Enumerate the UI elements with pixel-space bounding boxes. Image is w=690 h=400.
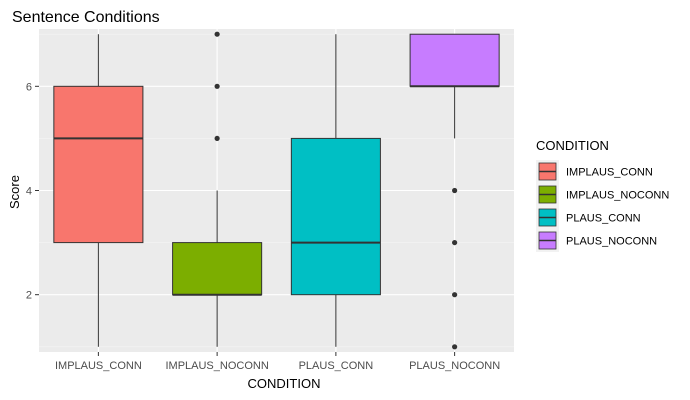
outlier-point	[452, 292, 458, 298]
legend-label: IMPLAUS_CONN	[566, 167, 653, 179]
x-tick-label: IMPLAUS_CONN	[55, 360, 142, 372]
boxes-layer	[53, 31, 500, 350]
legend-label: PLAUS_NOCONN	[566, 236, 657, 248]
outlier-point	[452, 239, 458, 246]
x-tick-label: PLAUS_NOCONN	[409, 360, 500, 372]
y-axis: 2 4 6	[26, 81, 39, 302]
outlier-point	[214, 31, 220, 37]
x-axis: IMPLAUS_CONN IMPLAUS_NOCONN PLAUS_CONN PLAU…	[55, 352, 500, 372]
box-rect	[409, 33, 500, 87]
box-group	[53, 34, 144, 347]
chart-title: Sentence Conditions	[12, 9, 160, 26]
x-tick-label: IMPLAUS_NOCONN	[165, 360, 268, 372]
legend-label: IMPLAUS_NOCONN	[566, 190, 669, 202]
x-tick-label: PLAUS_CONN	[299, 360, 374, 372]
box-rect	[290, 137, 381, 296]
y-tick-label: 4	[26, 186, 32, 198]
box-group	[172, 31, 263, 347]
box-group	[290, 34, 381, 347]
outlier-point	[214, 83, 220, 89]
legend-item: PLAUS_NOCONN	[536, 229, 657, 252]
box-group	[409, 33, 500, 350]
legend: CONDITION IMPLAUS_CONN IMPLAUS_NOCONN PLAU…	[536, 138, 669, 252]
outlier-point	[452, 187, 458, 194]
y-axis-title: Score	[7, 175, 22, 209]
x-axis-title: CONDITION	[248, 376, 321, 391]
outlier-point	[214, 135, 220, 142]
box-rect	[53, 85, 144, 244]
box-rect	[172, 242, 263, 296]
outlier-point	[452, 344, 458, 350]
legend-item: PLAUS_CONN	[536, 206, 641, 229]
y-tick-label: 2	[26, 290, 32, 302]
legend-item: IMPLAUS_NOCONN	[536, 183, 669, 206]
y-tick-label: 6	[26, 81, 32, 93]
legend-label: PLAUS_CONN	[566, 213, 641, 225]
legend-item: IMPLAUS_CONN	[536, 160, 653, 183]
legend-title: CONDITION	[536, 138, 609, 153]
